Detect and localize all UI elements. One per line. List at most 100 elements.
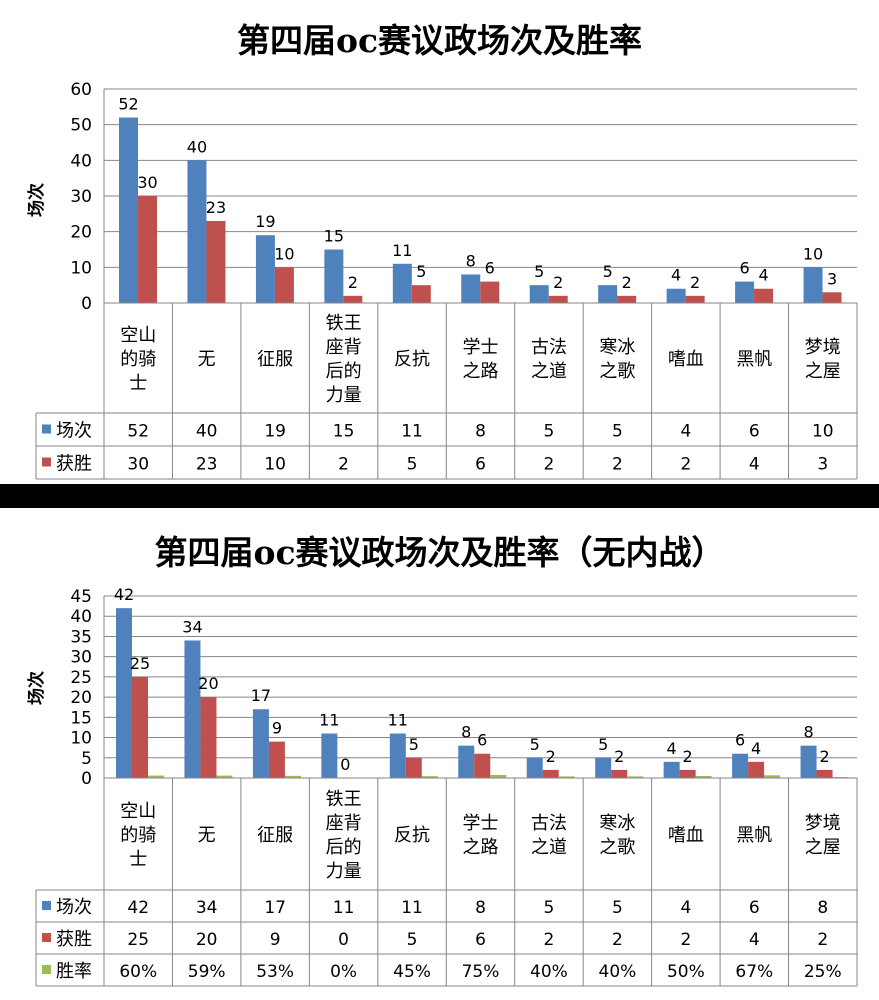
y-tick-label: 40 — [70, 151, 92, 171]
data-label: 10 — [274, 244, 294, 263]
y-tick-label: 50 — [70, 116, 92, 136]
data-label: 11 — [392, 241, 412, 260]
data-label: 5 — [598, 735, 608, 754]
bar-获胜 — [685, 295, 705, 303]
table-cell: 0 — [338, 930, 349, 950]
table-cell: 11 — [401, 898, 423, 918]
data-label: 2 — [553, 273, 563, 292]
data-label: 5 — [603, 262, 613, 281]
table-cell: 5 — [612, 422, 623, 442]
bar-获胜 — [822, 292, 842, 303]
data-label: 5 — [534, 262, 544, 281]
table-cell: 5 — [407, 455, 418, 475]
table-cell: 2 — [680, 930, 691, 950]
y-tick-label: 20 — [70, 223, 92, 243]
data-label: 6 — [739, 259, 749, 278]
table-cell: 53% — [256, 962, 294, 982]
table-cell: 19 — [264, 422, 286, 442]
bar-场次 — [461, 274, 481, 303]
bar-胜率 — [490, 774, 507, 778]
legend-key — [42, 457, 51, 467]
table-cell: 8 — [817, 898, 828, 918]
data-label: 9 — [272, 719, 282, 738]
category-label: 之路 — [463, 361, 499, 382]
bar-场次 — [458, 745, 475, 778]
category-label: 梦境 — [805, 813, 841, 834]
bar-场次 — [321, 733, 338, 778]
bar-场次 — [324, 249, 344, 303]
bar-获胜 — [200, 697, 217, 778]
data-label: 4 — [758, 266, 768, 285]
data-label: 34 — [182, 617, 202, 636]
table-cell: 42 — [127, 898, 149, 918]
table-cell: 2 — [817, 930, 828, 950]
table-cell: 40% — [599, 962, 637, 982]
bar-场次 — [595, 757, 612, 778]
bar-场次 — [666, 288, 686, 303]
category-label: 梦境 — [805, 337, 841, 358]
table-cell: 5 — [544, 898, 555, 918]
category-label: 后的 — [326, 361, 362, 382]
chart-title: 第四届oc赛议政场次及胜率（无内战） — [154, 533, 725, 572]
table-cell: 4 — [680, 898, 691, 918]
table-cell: 25 — [127, 930, 149, 950]
table-cell: 30 — [127, 455, 149, 475]
data-label: 11 — [388, 711, 408, 730]
category-label: 铁王 — [326, 313, 362, 334]
bar-获胜 — [206, 220, 226, 303]
category-label: 之道 — [531, 837, 567, 858]
table-cell: 17 — [264, 898, 286, 918]
data-label: 10 — [803, 244, 823, 263]
table-cell: 4 — [680, 422, 691, 442]
bar-获胜 — [816, 769, 833, 778]
data-label: 30 — [137, 173, 157, 192]
bar-获胜 — [611, 769, 628, 778]
category-label: 之屋 — [805, 361, 841, 382]
data-label: 4 — [667, 739, 677, 758]
data-label: 5 — [530, 735, 540, 754]
data-label: 52 — [118, 95, 138, 114]
table-cell: 6 — [475, 455, 486, 475]
category-label: 铁王 — [326, 789, 362, 810]
legend-key — [42, 965, 51, 974]
table-cell: 4 — [749, 930, 760, 950]
table-cell: 2 — [612, 930, 623, 950]
category-label: 力量 — [326, 861, 362, 882]
table-cell: 59% — [188, 962, 226, 982]
data-label: 8 — [803, 723, 813, 742]
bar-胜率 — [421, 776, 438, 778]
table-cell: 8 — [475, 898, 486, 918]
data-label: 20 — [198, 674, 218, 693]
bar-获胜 — [617, 295, 637, 303]
data-label: 2 — [819, 747, 829, 766]
bar-胜率 — [627, 776, 644, 778]
data-label: 2 — [690, 273, 700, 292]
table-cell: 6 — [475, 930, 486, 950]
bar-场次 — [184, 640, 201, 778]
bar-场次 — [187, 160, 207, 303]
bar-场次 — [392, 263, 412, 303]
data-label: 23 — [206, 198, 226, 217]
bar-场次 — [598, 285, 618, 303]
legend-key — [42, 424, 51, 434]
bar-获胜 — [343, 295, 363, 303]
table-cell: 10 — [264, 455, 286, 475]
category-label: 之歌 — [599, 361, 635, 382]
category-label: 反抗 — [394, 349, 430, 370]
table-cell: 40% — [530, 962, 568, 982]
data-label: 42 — [114, 585, 134, 604]
bar-获胜 — [548, 295, 568, 303]
y-tick-label: 10 — [70, 729, 92, 749]
table-cell: 50% — [667, 962, 705, 982]
legend-label: 胜率 — [56, 961, 92, 982]
bar-胜率 — [558, 776, 575, 778]
y-tick-label: 30 — [70, 187, 92, 207]
data-label: 19 — [255, 212, 275, 231]
table-cell: 5 — [407, 930, 418, 950]
bar-获胜 — [268, 741, 285, 778]
y-tick-label: 35 — [70, 627, 92, 647]
legend-label: 获胜 — [56, 454, 92, 475]
table-cell: 3 — [817, 455, 828, 475]
y-tick-label: 20 — [70, 688, 92, 708]
